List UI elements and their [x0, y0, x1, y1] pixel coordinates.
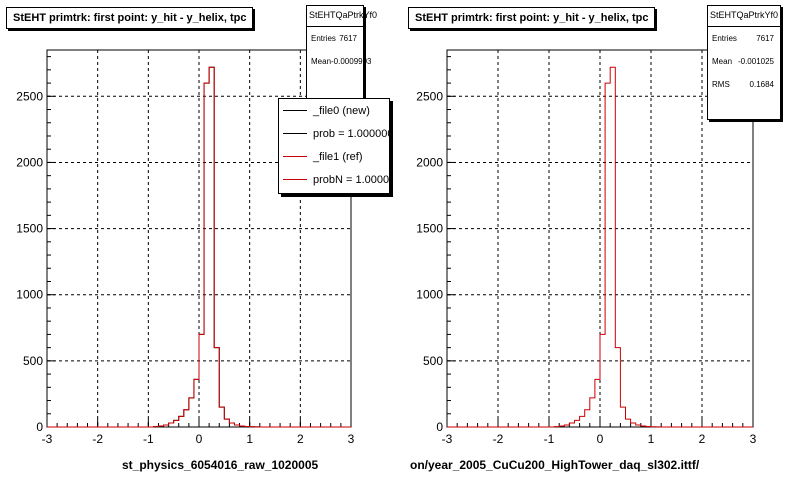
- legend-label: _file1 (ref): [313, 150, 363, 163]
- right-y-tick-label: 2500: [416, 89, 443, 103]
- right-stats-header: StEHTQaPtrkYf0: [708, 6, 780, 27]
- left-y-tick-label: 500: [23, 354, 43, 368]
- legend-label: _file0 (new): [313, 104, 370, 117]
- left-stats-label: Mean: [311, 57, 332, 66]
- left-stats-value: -0.0009993: [331, 57, 372, 66]
- left-stats-box: StEHTQaPtrkYf0 Entries 7617 Mean -0.0009…: [306, 5, 377, 112]
- right-stats-value: -0.001025: [737, 57, 774, 66]
- right-y-tick-label: 500: [423, 354, 443, 368]
- right-x-tick-label: -1: [544, 432, 555, 446]
- left-legend: _file0 (new) prob = 1.000000 _file1 (ref…: [278, 98, 390, 194]
- left-x-tick-label: -1: [143, 432, 154, 446]
- legend-entry: _file1 (ref): [279, 145, 389, 168]
- left-stats-value: 7617: [339, 34, 357, 43]
- right-y-tick-label: 2000: [416, 155, 443, 169]
- right-histogram-series-0: [447, 66, 753, 428]
- legend-swatch: [283, 110, 307, 111]
- left-stats-row-mean: Mean -0.0009993: [307, 50, 372, 73]
- legend-entry: prob = 1.000000: [279, 122, 389, 145]
- right-stats-row-mean: Mean -0.001025: [708, 50, 780, 73]
- right-x-tick-label: 0: [597, 432, 604, 446]
- left-y-tick-label: 1000: [16, 288, 43, 302]
- left-chart-title: StEHT primtrk: first point: y_hit - y_he…: [6, 7, 254, 29]
- left-y-tick-label: 1500: [16, 222, 43, 236]
- right-stats-value: 7617: [756, 34, 774, 43]
- right-stats-label: Mean: [712, 57, 733, 66]
- right-chart-title: StEHT primtrk: first point: y_hit - y_he…: [408, 7, 656, 29]
- left-stats-label: Entries: [311, 34, 336, 43]
- left-y-tick-label: 0: [36, 420, 43, 434]
- right-stats-label: Entries: [712, 34, 737, 43]
- left-x-tick-label: -2: [92, 432, 103, 446]
- right-x-tick-label: 1: [648, 432, 655, 446]
- right-stats-box: StEHTQaPtrkYf0 Entries 7617 Mean -0.0010…: [707, 5, 781, 120]
- left-stats-row-entries: Entries 7617: [307, 27, 363, 50]
- right-stats-label: RMS: [712, 80, 730, 89]
- left-x-tick-label: -3: [42, 432, 53, 446]
- legend-swatch: [283, 156, 307, 157]
- right-stats-row-entries: Entries 7617: [708, 27, 780, 50]
- left-x-tick-label: 3: [348, 432, 355, 446]
- legend-swatch: [283, 179, 307, 180]
- right-x-axis-title: on/year_2005_CuCu200_HighTower_daq_sl302…: [410, 458, 700, 472]
- right-stats-row-rms: RMS 0.1684: [708, 73, 780, 96]
- right-x-tick-label: 3: [750, 432, 757, 446]
- left-y-tick-label: 2500: [16, 89, 43, 103]
- legend-swatch: [283, 133, 307, 134]
- left-histogram-series-1: [47, 66, 351, 428]
- left-stats-header: StEHTQaPtrkYf0: [307, 6, 377, 27]
- right-x-tick-label: 2: [699, 432, 706, 446]
- left-x-tick-label: 2: [297, 432, 304, 446]
- right-y-tick-label: 1000: [416, 288, 443, 302]
- right-y-tick-label: 0: [436, 420, 443, 434]
- legend-entry: _file0 (new): [279, 99, 389, 122]
- legend-label: probN = 1.000000: [313, 173, 390, 186]
- left-y-tick-label: 2000: [16, 155, 43, 169]
- right-x-tick-label: -2: [493, 432, 504, 446]
- right-y-tick-label: 1500: [416, 222, 443, 236]
- legend-entry: probN = 1.000000: [279, 168, 389, 191]
- right-stats-value: 0.1684: [749, 80, 774, 89]
- right-x-tick-label: -3: [442, 432, 453, 446]
- legend-label: prob = 1.000000: [313, 127, 390, 140]
- left-x-axis-title: st_physics_6054016_raw_1020005: [122, 458, 319, 472]
- left-x-tick-label: 0: [196, 432, 203, 446]
- left-x-tick-label: 1: [246, 432, 253, 446]
